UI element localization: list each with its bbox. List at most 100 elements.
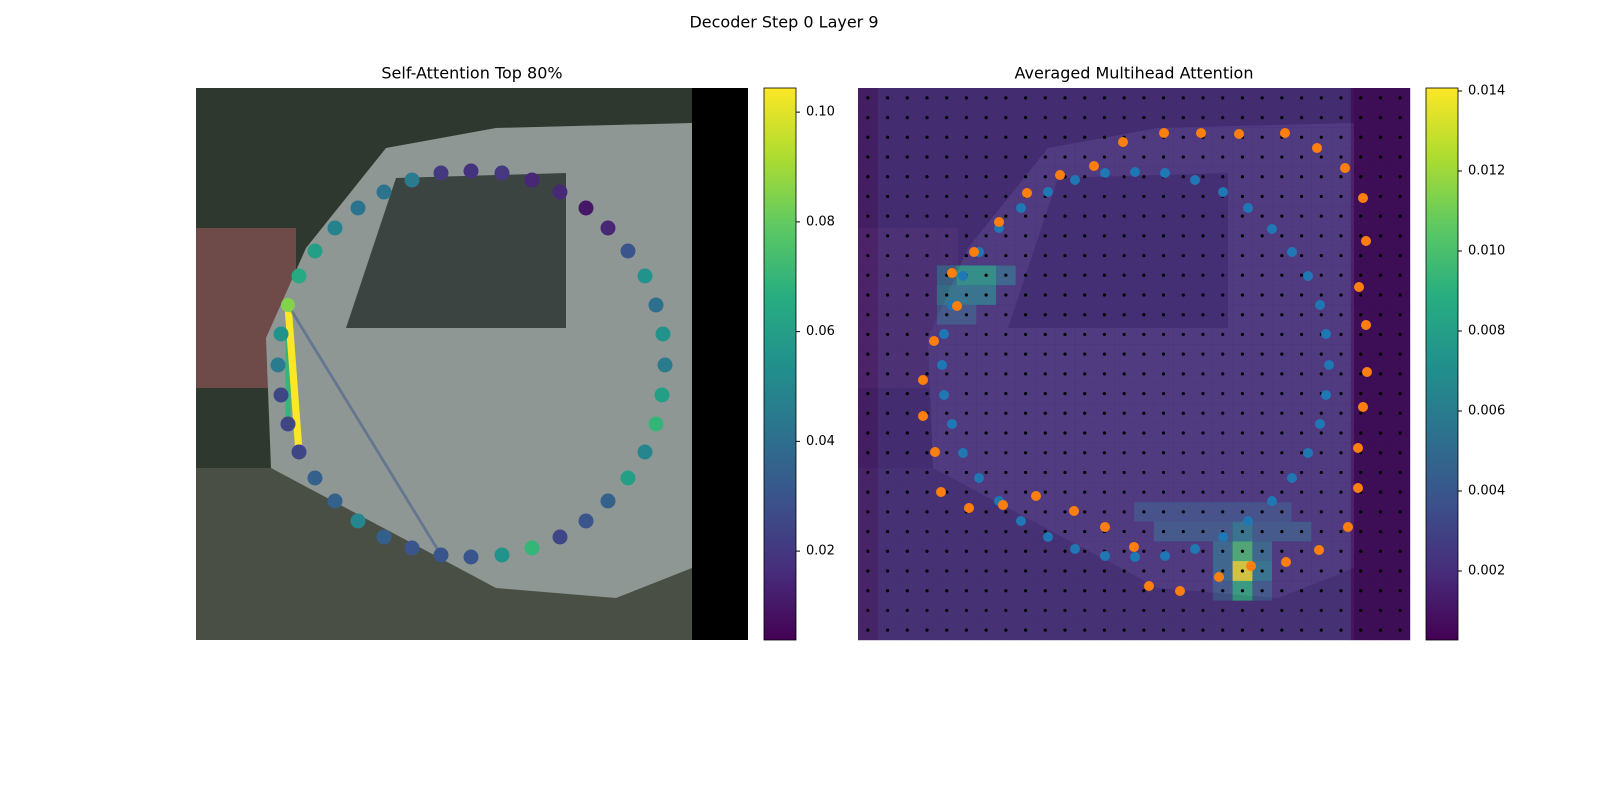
reference-dot: [1280, 352, 1284, 356]
reference-dot: [1221, 510, 1225, 514]
reference-dot: [1359, 253, 1363, 258]
reference-dot: [984, 372, 988, 376]
attention-point: [655, 326, 671, 342]
reference-dot: [1142, 96, 1146, 100]
reference-dot: [1181, 470, 1185, 475]
reference-dot: [885, 372, 890, 376]
reference-dot: [945, 293, 949, 297]
reference-dot: [1299, 391, 1304, 396]
reference-dot: [1299, 510, 1304, 514]
sample-point: [1354, 282, 1364, 292]
reference-dot: [1378, 529, 1383, 534]
reference-dot: [1023, 293, 1028, 297]
reference-dot: [1122, 451, 1126, 455]
reference-dot: [1299, 569, 1304, 573]
reference-dot: [1240, 411, 1245, 415]
reference-dot: [1181, 214, 1185, 218]
reference-dot: [1181, 431, 1185, 435]
reference-dot: [984, 96, 988, 100]
sample-point: [1243, 203, 1253, 213]
attention-point: [376, 184, 392, 200]
reference-dot: [1102, 293, 1107, 297]
reference-dot: [1063, 352, 1067, 356]
reference-dot: [1299, 451, 1304, 455]
reference-dot: [1004, 175, 1008, 179]
reference-dot: [885, 549, 890, 553]
reference-dot: [1161, 451, 1166, 455]
reference-dot: [1280, 253, 1284, 258]
reference-dot: [1043, 431, 1047, 435]
sample-point: [1280, 128, 1290, 138]
reference-dot: [1339, 135, 1343, 139]
reference-dot: [1142, 510, 1146, 514]
reference-dot: [1240, 529, 1245, 534]
reference-dot: [1142, 253, 1146, 258]
sample-point: [952, 301, 962, 311]
reference-dot: [964, 214, 969, 218]
reference-dot: [1201, 431, 1205, 435]
reference-dot: [984, 411, 988, 415]
reference-dot: [1201, 273, 1205, 277]
reference-dot: [1063, 234, 1067, 238]
reference-dot: [1280, 470, 1284, 475]
reference-dot: [1240, 589, 1245, 593]
reference-dot: [1221, 490, 1225, 494]
reference-dot: [1221, 135, 1225, 139]
reference-dot: [1004, 372, 1008, 376]
reference-dot: [945, 115, 949, 120]
reference-dot: [1378, 628, 1383, 632]
reference-dot: [1398, 115, 1402, 120]
reference-dot: [984, 313, 988, 317]
reference-dot: [1398, 96, 1402, 100]
reference-dot: [1260, 372, 1264, 376]
reference-dot: [1161, 214, 1166, 218]
reference-dot: [1299, 470, 1304, 475]
reference-dot: [1339, 293, 1343, 297]
reference-dot: [1181, 155, 1185, 159]
colorbar-tick-label: 0.014: [1468, 84, 1505, 99]
reference-dot: [1181, 352, 1185, 356]
sample-point: [994, 217, 1004, 227]
sample-point: [1321, 390, 1331, 400]
reference-dot: [885, 253, 890, 258]
reference-dot: [1004, 273, 1008, 277]
reference-dot: [1359, 431, 1363, 435]
reference-dot: [1339, 470, 1343, 475]
reference-dot: [1004, 411, 1008, 415]
reference-dot: [866, 175, 870, 179]
reference-dot: [1201, 549, 1205, 553]
sample-point: [1130, 167, 1140, 177]
reference-dot: [1102, 135, 1107, 139]
attention-point: [620, 243, 636, 259]
reference-dot: [1142, 273, 1146, 277]
reference-dot: [1339, 273, 1343, 277]
reference-dot: [1260, 569, 1264, 573]
reference-dot: [1319, 194, 1323, 199]
reference-dot: [1319, 273, 1323, 277]
reference-dot: [1201, 628, 1205, 632]
reference-dot: [1319, 234, 1323, 238]
reference-dot: [925, 313, 929, 317]
reference-dot: [1083, 391, 1087, 396]
reference-dot: [1299, 608, 1304, 613]
reference-dot: [1339, 391, 1343, 396]
reference-dot: [866, 608, 870, 613]
reference-dot: [1063, 194, 1067, 199]
reference-dot: [984, 391, 988, 396]
reference-dot: [1221, 332, 1225, 337]
reference-dot: [964, 352, 969, 356]
attention-point: [433, 165, 449, 181]
reference-dot: [1240, 569, 1245, 573]
reference-dot: [925, 115, 929, 120]
reference-dot: [1398, 155, 1402, 159]
reference-dot: [964, 608, 969, 613]
reference-dot: [1378, 273, 1383, 277]
reference-dot: [1319, 411, 1323, 415]
reference-dot: [866, 589, 870, 593]
reference-dot: [905, 510, 909, 514]
reference-dot: [1359, 273, 1363, 277]
reference-dot: [984, 549, 988, 553]
reference-dot: [925, 293, 929, 297]
reference-dot: [866, 313, 870, 317]
reference-dot: [1083, 490, 1087, 494]
